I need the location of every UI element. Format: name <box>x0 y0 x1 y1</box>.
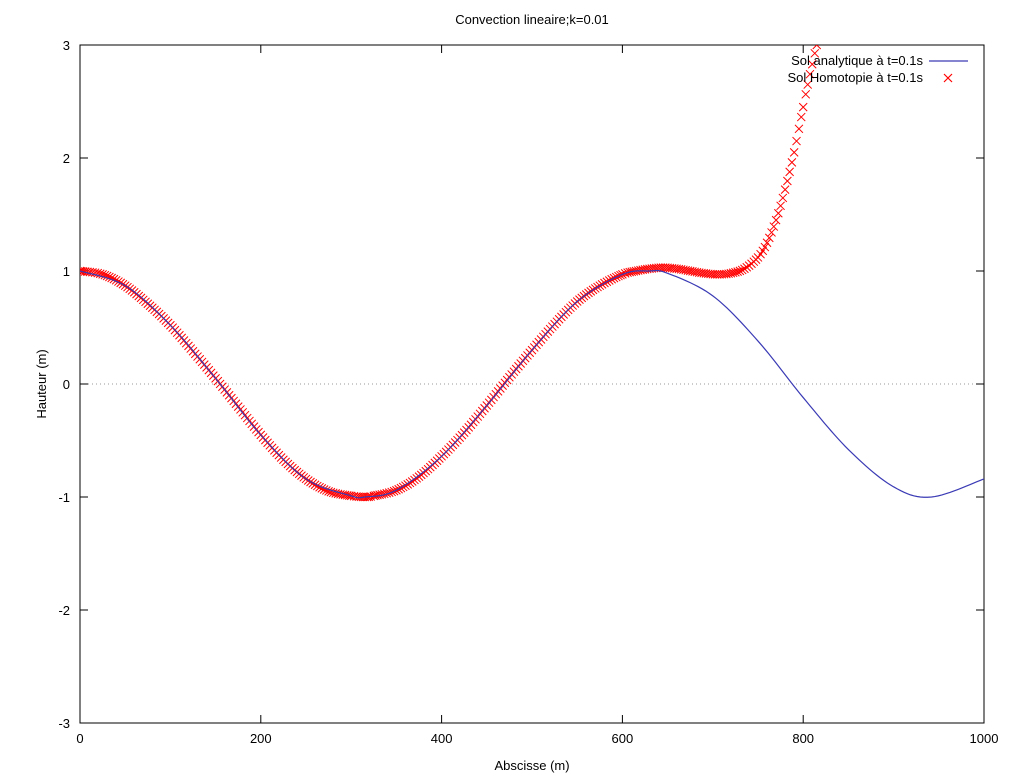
data-point <box>783 176 792 186</box>
data-point <box>771 215 781 225</box>
data-point <box>803 80 813 89</box>
data-point <box>773 208 783 218</box>
y-tick-label: -1 <box>58 490 70 505</box>
y-tick-label: 3 <box>63 38 70 53</box>
data-point <box>778 193 788 203</box>
data-point <box>789 147 799 157</box>
data-point <box>384 488 394 497</box>
data-point <box>760 242 770 252</box>
data-point <box>801 89 811 99</box>
data-point <box>810 48 820 58</box>
data-point <box>805 69 815 79</box>
y-tick-label: 0 <box>63 377 70 392</box>
data-point <box>796 112 806 122</box>
data-point <box>356 492 366 502</box>
data-point <box>762 238 772 248</box>
data-point <box>776 201 785 211</box>
legend-label-analytique: Sol analytique à t=0.1s <box>791 53 923 68</box>
data-point <box>710 269 720 279</box>
plot-area: 0 200 400 600 800 1000 -3 -2 -1 0 1 2 3 <box>58 38 998 746</box>
y-tick-label: 1 <box>63 264 70 279</box>
data-point <box>812 45 822 50</box>
y-tick-label: -3 <box>58 716 70 731</box>
x-tick-label: 1000 <box>970 731 999 746</box>
legend-label-homotopie: Sol Homotopie à t=0.1s <box>788 70 924 85</box>
data-point <box>767 228 776 237</box>
x-axis-ticks: 0 200 400 600 800 1000 <box>76 45 998 746</box>
data-point <box>735 266 745 276</box>
x-tick-label: 600 <box>612 731 634 746</box>
x-tick-label: 800 <box>792 731 814 746</box>
data-point <box>737 265 747 275</box>
chart-title: Convection lineaire;k=0.01 <box>455 12 609 27</box>
x-tick-label: 200 <box>250 731 272 746</box>
x-tick-label: 0 <box>76 731 83 746</box>
y-tick-label: 2 <box>63 151 70 166</box>
data-point <box>780 185 790 194</box>
y-axis-ticks: -3 -2 -1 0 1 2 3 <box>58 38 984 731</box>
y-axis-label: Hauteur (m) <box>34 349 49 418</box>
legend-swatch-homotopie <box>943 73 953 83</box>
data-point <box>712 270 722 279</box>
data-point <box>740 264 749 274</box>
series-points-homotopie <box>80 45 822 502</box>
data-point <box>792 136 801 146</box>
data-point <box>769 222 779 231</box>
y-tick-label: -2 <box>58 603 70 618</box>
x-tick-label: 400 <box>431 731 453 746</box>
data-point <box>787 158 797 167</box>
data-point <box>379 489 389 499</box>
data-point <box>794 124 804 134</box>
data-point <box>733 267 743 276</box>
legend: Sol analytique à t=0.1s Sol Homotopie à … <box>788 53 968 85</box>
x-axis-label: Abscisse (m) <box>494 758 569 773</box>
legend-marker-x <box>943 73 953 83</box>
data-point <box>382 488 392 498</box>
data-point <box>798 102 808 112</box>
data-point <box>785 167 794 177</box>
data-point <box>764 233 774 243</box>
series-line-analytique <box>80 269 984 499</box>
data-point <box>807 59 817 69</box>
series-layer <box>80 45 984 502</box>
